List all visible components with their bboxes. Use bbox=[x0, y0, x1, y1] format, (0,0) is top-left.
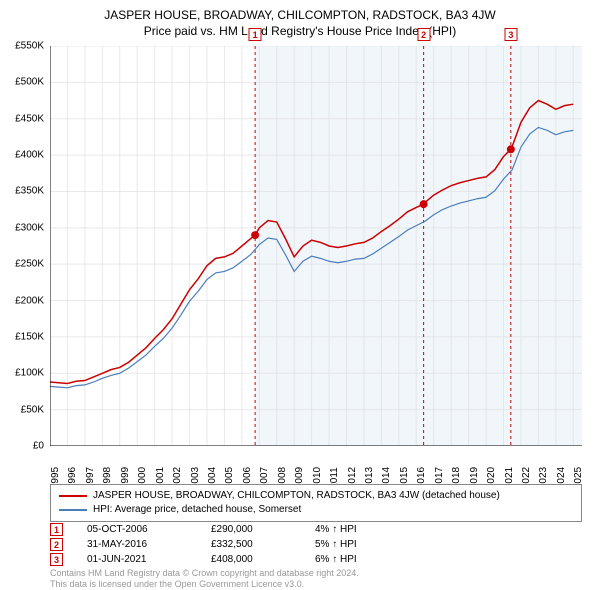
marker-badge-3: 3 bbox=[504, 28, 517, 41]
marker-price: £290,000 bbox=[211, 524, 291, 535]
y-tick-label: £450K bbox=[15, 113, 44, 124]
footer-line2: This data is licensed under the Open Gov… bbox=[50, 579, 359, 590]
marker-table: 1 05-OCT-2006 £290,000 4% ↑ HPI 2 31-MAY-2016… bbox=[50, 522, 582, 567]
chart-title-line1: JASPER HOUSE, BROADWAY, CHILCOMPTON, RAD… bbox=[0, 8, 600, 22]
x-axis-labels: 1995199619971998199920002001200220032004… bbox=[50, 448, 582, 482]
y-tick-label: £150K bbox=[15, 331, 44, 342]
legend-swatch bbox=[59, 509, 87, 511]
legend-item: HPI: Average price, detached house, Some… bbox=[59, 503, 573, 517]
marker-date: 05-OCT-2006 bbox=[87, 524, 187, 535]
marker-row: 3 01-JUN-2021 £408,000 6% ↑ HPI bbox=[50, 552, 582, 567]
y-tick-label: £300K bbox=[15, 222, 44, 233]
marker-price: £408,000 bbox=[211, 554, 291, 565]
y-tick-label: £200K bbox=[15, 295, 44, 306]
y-tick-label: £250K bbox=[15, 259, 44, 270]
marker-row-badge: 3 bbox=[50, 553, 63, 566]
marker-date: 31-MAY-2016 bbox=[87, 539, 187, 550]
marker-row-badge: 2 bbox=[50, 538, 63, 551]
marker-price: £332,500 bbox=[211, 539, 291, 550]
marker-row: 1 05-OCT-2006 £290,000 4% ↑ HPI bbox=[50, 522, 582, 537]
legend-swatch bbox=[59, 495, 87, 497]
chart-plot-area: 123 bbox=[50, 46, 582, 446]
marker-row-badge: 1 bbox=[50, 523, 63, 536]
legend: JASPER HOUSE, BROADWAY, CHILCOMPTON, RAD… bbox=[50, 484, 582, 522]
marker-pct: 4% ↑ HPI bbox=[315, 524, 405, 535]
legend-label: HPI: Average price, detached house, Some… bbox=[93, 503, 301, 517]
y-axis-labels: £0£50K£100K£150K£200K£250K£300K£350K£400… bbox=[0, 46, 48, 446]
marker-pct: 6% ↑ HPI bbox=[315, 554, 405, 565]
y-tick-label: £400K bbox=[15, 150, 44, 161]
footer-line1: Contains HM Land Registry data © Crown c… bbox=[50, 568, 359, 579]
legend-item: JASPER HOUSE, BROADWAY, CHILCOMPTON, RAD… bbox=[59, 489, 573, 503]
chart-footer: Contains HM Land Registry data © Crown c… bbox=[50, 568, 359, 590]
y-tick-label: £50K bbox=[21, 404, 44, 415]
marker-date: 01-JUN-2021 bbox=[87, 554, 187, 565]
marker-badge-2: 2 bbox=[417, 28, 430, 41]
marker-badge-1: 1 bbox=[249, 28, 262, 41]
y-tick-label: £500K bbox=[15, 77, 44, 88]
legend-label: JASPER HOUSE, BROADWAY, CHILCOMPTON, RAD… bbox=[93, 489, 500, 503]
chart-svg bbox=[50, 46, 582, 446]
y-tick-label: £550K bbox=[15, 41, 44, 52]
y-tick-label: £0 bbox=[33, 441, 44, 452]
y-tick-label: £100K bbox=[15, 368, 44, 379]
y-tick-label: £350K bbox=[15, 186, 44, 197]
marker-pct: 5% ↑ HPI bbox=[315, 539, 405, 550]
chart-container: JASPER HOUSE, BROADWAY, CHILCOMPTON, RAD… bbox=[0, 0, 600, 590]
marker-row: 2 31-MAY-2016 £332,500 5% ↑ HPI bbox=[50, 537, 582, 552]
